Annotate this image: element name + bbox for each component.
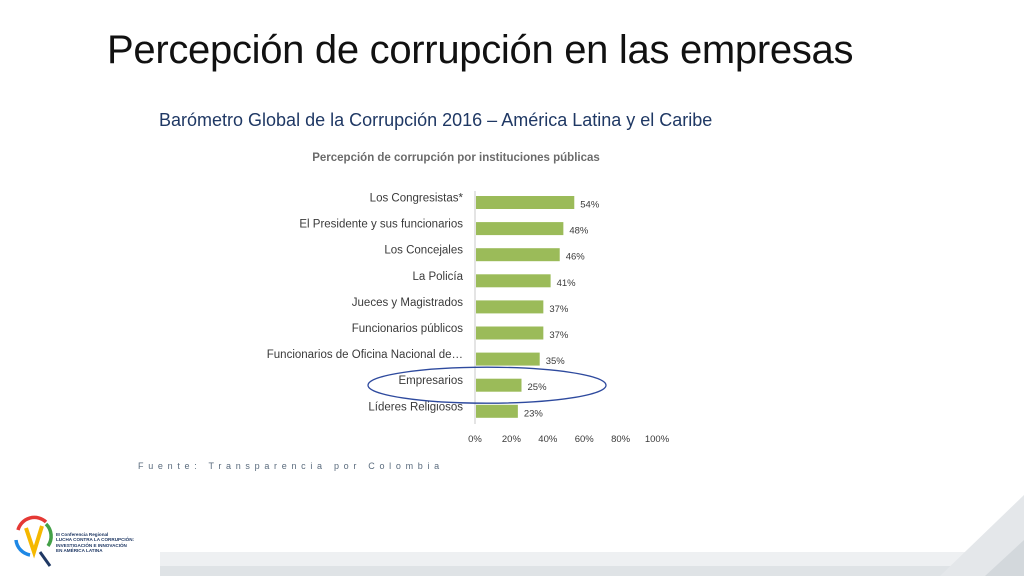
data-label: 54% [580,200,600,211]
source-note: Fuente: Transparencia por Colombia [138,461,444,471]
data-label: 23% [524,408,544,419]
category-label: Funcionarios públicos [352,323,463,335]
data-label: 35% [546,356,566,367]
conference-logo: III Conferencia Regional LUCHA CONTRA LA… [10,510,160,572]
category-label: Jueces y Magistrados [352,297,463,309]
slide-subtitle: Barómetro Global de la Corrupción 2016 –… [159,110,713,130]
x-tick-label: 100% [645,434,670,445]
category-label: El Presidente y sus funcionarios [299,219,463,231]
logo-line: INVESTIGACIÓN E INNOVACIÓN [56,542,127,548]
data-label: 37% [549,330,569,341]
logo-line: EN AMÉRICA LATINA [56,548,103,554]
bar [476,300,544,314]
bar [476,352,540,366]
category-label: La Policía [412,271,463,283]
highlight-ellipse [367,366,607,404]
data-label: 25% [528,382,548,393]
data-label: 46% [566,252,586,263]
logo-icon [14,515,53,567]
category-label: Líderes Religiosos [368,401,463,413]
bar [476,222,564,236]
chart-title: Percepción de corrupción por institucion… [312,152,600,164]
x-tick-label: 80% [611,434,631,445]
category-label: Funcionarios de Oficina Nacional de… [267,349,463,361]
bar [476,378,522,392]
logo-line: LUCHA CONTRA LA CORRUPCIÓN: [56,537,135,543]
category-label: Empresarios [398,375,463,387]
data-label: 37% [549,304,569,315]
data-label: 41% [557,278,577,289]
x-tick-label: 40% [538,434,558,445]
x-tick-label: 0% [468,434,482,445]
x-tick-label: 20% [502,434,522,445]
data-label: 48% [569,226,589,237]
bar [476,248,560,262]
category-label: Los Congresistas* [370,193,464,205]
category-label: Los Concejales [384,245,463,257]
bar [476,326,544,340]
bar [476,274,551,288]
logo-line: III Conferencia Regional [56,532,109,537]
slide-title: Percepción de corrupción en las empresas [107,28,854,72]
x-tick-label: 60% [575,434,595,445]
bar [476,196,575,209]
bar [476,404,518,418]
